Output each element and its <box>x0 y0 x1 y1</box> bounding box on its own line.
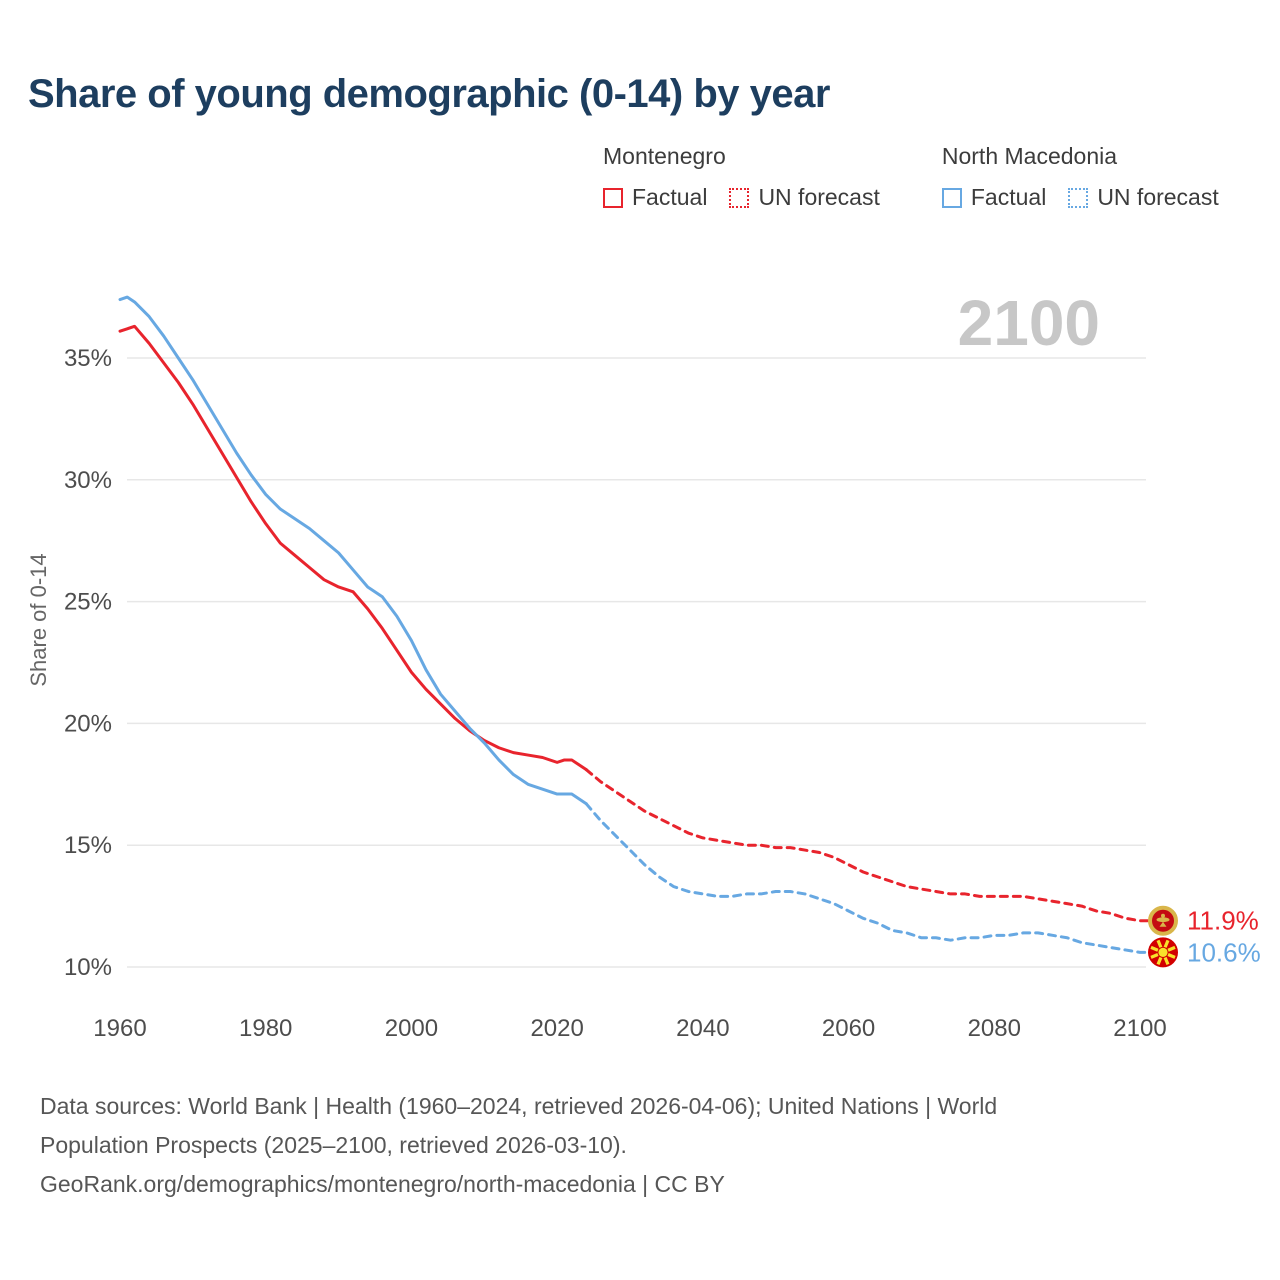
legend-item-north-macedonia-factual[interactable]: Factual <box>941 184 1047 211</box>
x-tick-label: 2020 <box>530 1015 583 1042</box>
x-tick-label: 1960 <box>93 1015 146 1042</box>
end-value-label-montenegro: 11.9% <box>1187 906 1259 936</box>
x-tick-label: 2100 <box>1113 1015 1166 1042</box>
y-tick-label: 35% <box>64 345 112 372</box>
legend-items-north-macedonia: Factual UN forecast <box>941 184 1219 211</box>
x-tick-label: 2060 <box>822 1015 875 1042</box>
y-tick-label: 25% <box>64 589 112 616</box>
montenegro-forecast-swatch-icon <box>729 187 750 208</box>
legend-items-montenegro: Factual UN forecast <box>603 184 880 211</box>
x-tick-label: 2080 <box>968 1015 1021 1042</box>
x-tick-label: 2040 <box>676 1015 729 1042</box>
x-tick-label: 2000 <box>385 1015 438 1042</box>
north-macedonia-un-forecast-line <box>584 802 1166 954</box>
y-tick-label: 15% <box>64 832 112 859</box>
legend-item-north-macedonia-forecast[interactable]: UN forecast <box>1068 184 1219 211</box>
x-tick-label: 1980 <box>239 1015 292 1042</box>
legend-item-montenegro-forecast[interactable]: UN forecast <box>729 184 880 211</box>
y-tick-label: 10% <box>64 954 112 981</box>
north-macedonia-factual-line <box>118 295 588 806</box>
legend: Montenegro Factual UN forecast North Mac… <box>603 143 1219 211</box>
legend-header-north-macedonia: North Macedonia <box>941 143 1118 169</box>
footer-source-line1: Data sources: World Bank | Health (1960–… <box>40 1093 998 1119</box>
watermark-year: 2100 <box>958 287 1100 359</box>
legend-header-montenegro: Montenegro <box>603 143 726 169</box>
footer-caption: Data sources: World Bank | Health (1960–… <box>40 1087 997 1204</box>
y-tick-label: 20% <box>64 710 112 737</box>
legend-item-montenegro-factual[interactable]: Factual <box>603 184 707 211</box>
y-tick-label: 30% <box>64 467 112 494</box>
legend-item-label: Factual <box>632 184 708 210</box>
footer-source-line2: Population Prospects (2025–2100, retriev… <box>40 1132 627 1158</box>
north-macedonia-forecast-swatch-icon <box>1068 187 1089 208</box>
montenegro-factual-swatch-icon <box>603 187 623 208</box>
north-macedonia-flag-icon <box>1148 937 1178 968</box>
legend-item-label: Factual <box>970 184 1047 210</box>
montenegro-factual-line <box>118 324 588 772</box>
north-macedonia-factual-swatch-icon <box>941 187 962 208</box>
footer-attribution-line: GeoRank.org/demographics/montenegro/nort… <box>40 1171 725 1197</box>
legend-item-label: UN forecast <box>758 184 880 210</box>
montenegro-un-forecast-line <box>584 768 1166 923</box>
page-title: Share of young demographic (0-14) by yea… <box>28 72 830 116</box>
legend-group-north-macedonia: North Macedonia Factual UN forecast <box>941 143 1219 211</box>
y-axis-title: Share of 0-14 <box>26 553 51 686</box>
legend-group-montenegro: Montenegro Factual UN forecast <box>603 143 880 211</box>
montenegro-flag-icon <box>1148 905 1178 936</box>
legend-item-label: UN forecast <box>1097 184 1219 210</box>
end-value-label-north-macedonia: 10.6% <box>1187 937 1261 967</box>
